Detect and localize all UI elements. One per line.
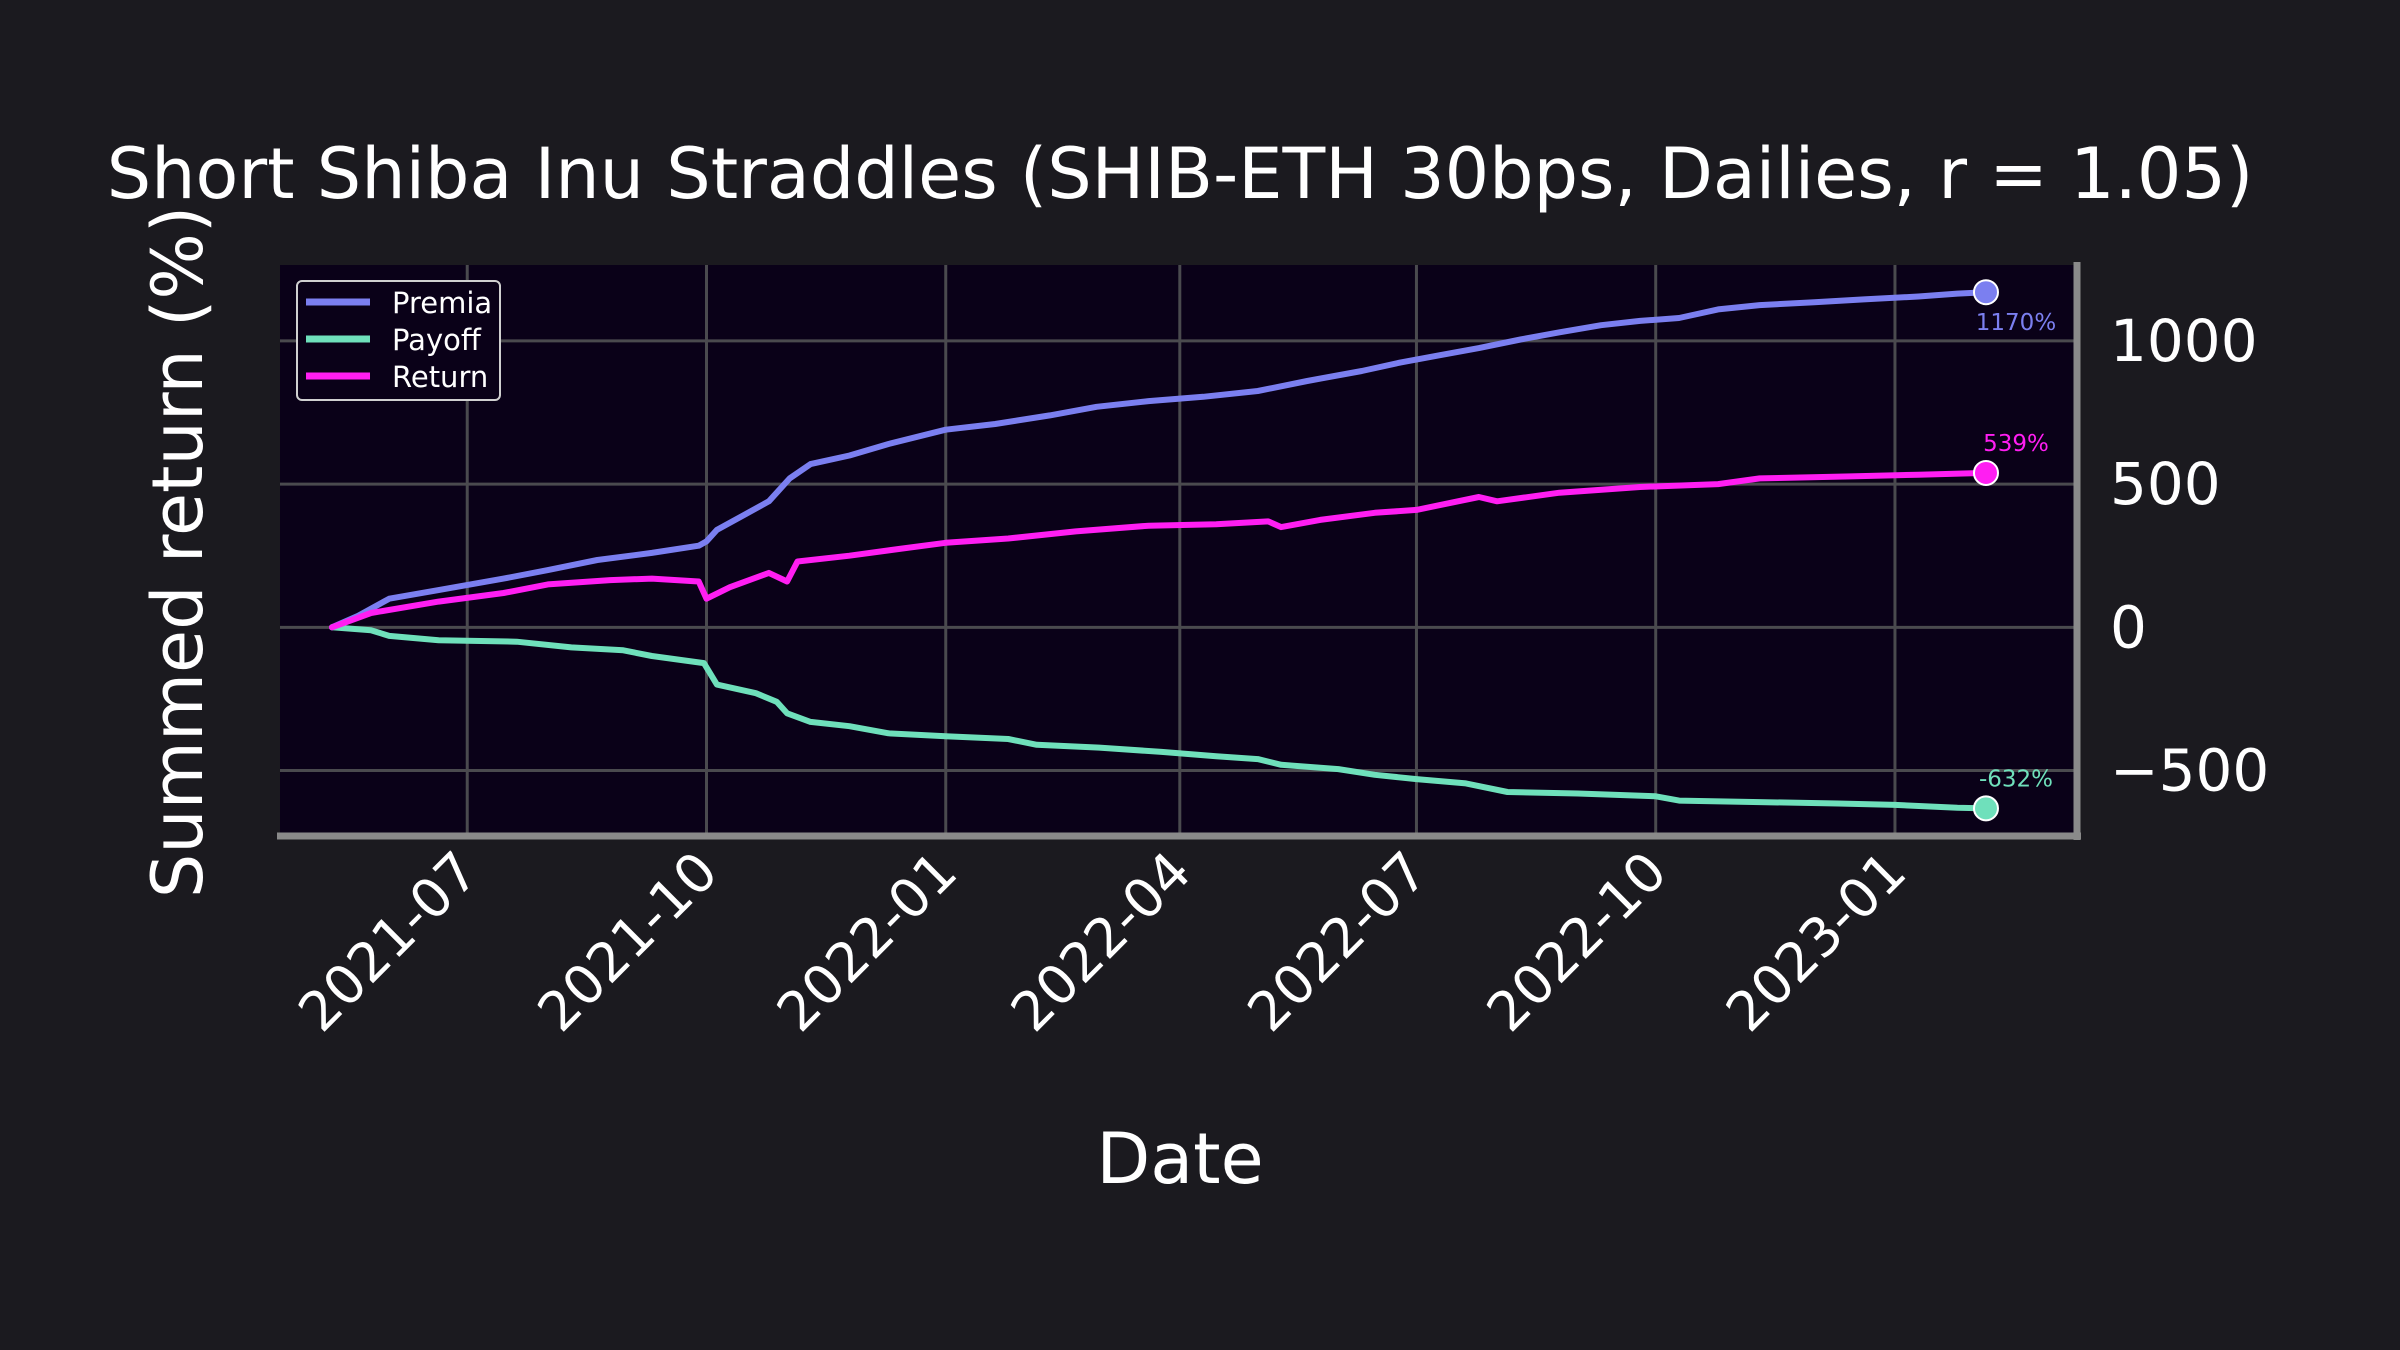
y-tick-label: 1000 — [2110, 307, 2258, 375]
series-line-payoff — [329, 624, 1989, 812]
end-markers: 1170% -632% 539% — [1972, 279, 2056, 822]
legend-label-return: Return — [392, 360, 488, 394]
chart-title: Short Shiba Inu Straddles (SHIB-ETH 30bp… — [107, 133, 2254, 215]
y-axis-label: Summed return (%) — [137, 206, 219, 898]
y-ticks: 1000 500 0 −500 — [2110, 307, 2269, 805]
end-marker-premia — [1972, 279, 1999, 306]
series-line-return — [329, 469, 1989, 631]
end-value-label-payoff: -632% — [1979, 766, 2053, 792]
end-marker-payoff — [1972, 795, 1999, 822]
end-value-label-premia: 1170% — [1976, 310, 2056, 336]
x-axis-label: Date — [1096, 1118, 1263, 1200]
series-lines — [329, 289, 1989, 812]
end-value-label-return: 539% — [1983, 431, 2049, 457]
y-tick-label: −500 — [2110, 737, 2269, 805]
end-marker-return — [1972, 459, 1999, 486]
y-tick-label: 500 — [2110, 450, 2221, 518]
y-tick-label: 0 — [2110, 593, 2147, 661]
legend-label-payoff: Payoff — [392, 323, 482, 357]
series-line-premia — [329, 289, 1989, 631]
legend-box — [296, 280, 501, 401]
legend-label-premia: Premia — [392, 286, 492, 320]
